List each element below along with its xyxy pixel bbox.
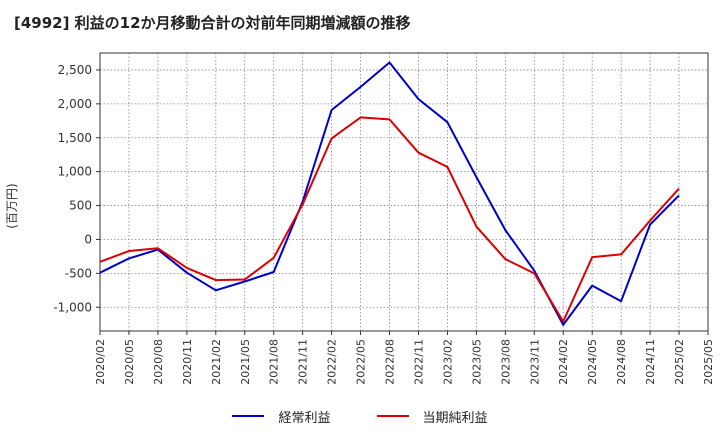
x-tick-label: 2020/08 — [152, 339, 165, 385]
legend-label-net-profit: 当期純利益 — [422, 410, 488, 426]
x-tick-label: 2025/05 — [702, 339, 715, 385]
plot-area — [100, 53, 708, 331]
y-tick-label: 1,500 — [58, 131, 92, 145]
x-tick-label: 2022/11 — [412, 339, 425, 385]
x-tick-label: 2024/02 — [557, 339, 570, 385]
y-tick-label: 0 — [84, 232, 92, 246]
y-tick-label: -1,000 — [53, 300, 92, 314]
legend: 経常利益 当期純利益 — [0, 404, 720, 428]
y-tick-label: 1,000 — [58, 165, 92, 179]
x-tick-label: 2021/08 — [268, 339, 281, 385]
x-tick-label: 2024/08 — [615, 339, 628, 385]
x-tick-label: 2022/08 — [384, 339, 397, 385]
x-tick-label: 2020/11 — [181, 339, 194, 385]
x-tick-label: 2020/05 — [123, 339, 136, 385]
x-tick-label: 2021/11 — [297, 339, 310, 385]
legend-entry-ordinary-profit: 経常利益 — [232, 404, 331, 428]
x-tick-label: 2025/02 — [673, 339, 686, 385]
legend-entry-net-profit: 当期純利益 — [376, 404, 488, 428]
y-tick-label: 2,000 — [58, 97, 92, 111]
grid-layer — [99, 53, 709, 331]
plot-frame — [99, 52, 709, 332]
y-tick-label: -500 — [65, 266, 92, 280]
x-tick-label: 2021/05 — [239, 339, 252, 385]
x-tick-label: 2023/11 — [528, 339, 541, 385]
x-tick-label: 2024/05 — [586, 339, 599, 385]
axis-layer: -1,000 -500 0 500 1,000 1,500 2,000 2,500 2020/0… — [53, 52, 715, 385]
chart-title: [4992] 利益の12か月移動合計の対前年同期増減額の推移 — [14, 14, 411, 32]
y-tick-label: 2,500 — [58, 63, 92, 77]
legend-swatch-ordinary-profit — [232, 415, 265, 417]
x-tick-label: 2020/02 — [94, 339, 107, 385]
x-tick-label: 2023/05 — [470, 339, 483, 385]
x-tick-label: 2024/11 — [644, 339, 657, 385]
legend-label-ordinary-profit: 経常利益 — [278, 410, 331, 426]
x-tick-label: 2023/02 — [441, 339, 454, 385]
y-axis-label: (百万円) — [5, 183, 19, 228]
series-line-1 — [99, 116, 680, 323]
x-tick-label: 2022/02 — [326, 339, 339, 385]
y-tick-label: 500 — [69, 199, 92, 213]
series-layer — [99, 61, 680, 326]
x-tick-label: 2022/05 — [355, 339, 368, 385]
series-line-0 — [99, 61, 680, 326]
x-tick-label: 2021/02 — [210, 339, 223, 385]
legend-swatch-net-profit — [376, 415, 409, 417]
x-tick-label: 2023/08 — [499, 339, 512, 385]
